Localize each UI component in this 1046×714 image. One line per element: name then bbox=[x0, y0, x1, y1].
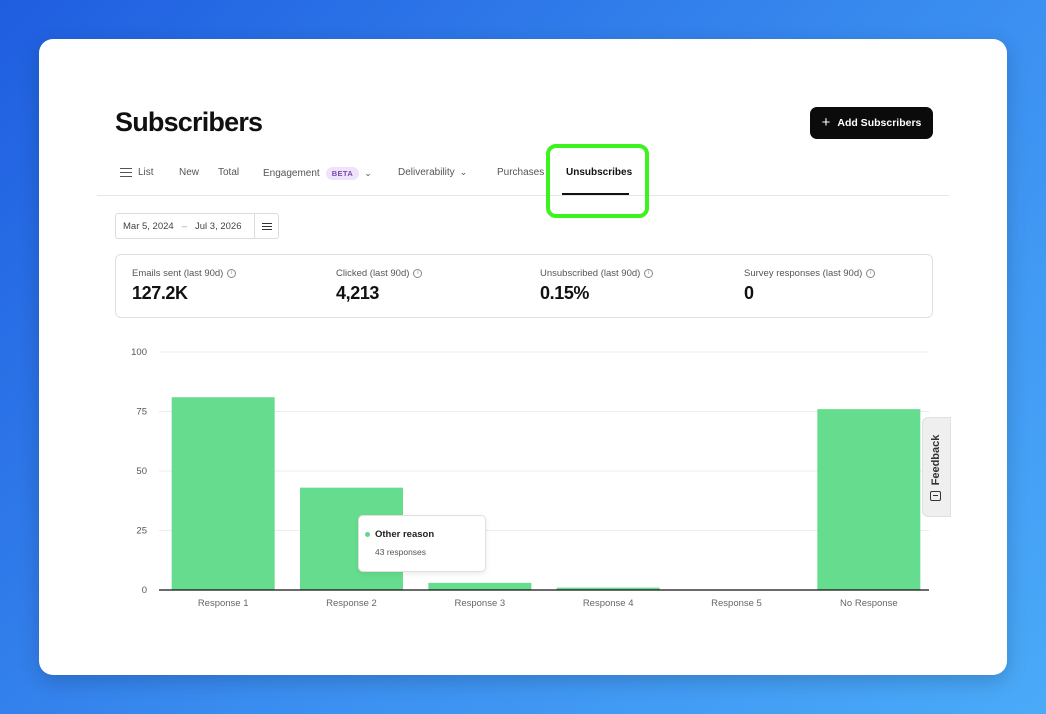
stat-clicked: Clicked (last 90d) i 4,213 bbox=[336, 268, 423, 304]
page-title: Subscribers bbox=[115, 107, 263, 137]
chart-bar bbox=[171, 397, 275, 590]
chart-bar bbox=[428, 582, 532, 590]
stat-value: 4,213 bbox=[336, 283, 380, 303]
tab-deliverability[interactable]: Deliverability ⌄ bbox=[398, 167, 467, 178]
stat-label: Emails sent (last 90d) bbox=[132, 268, 224, 279]
tab-engagement-label: Engagement bbox=[263, 168, 320, 179]
chart-bar bbox=[556, 587, 660, 590]
stat-unsubscribed: Unsubscribed (last 90d) i 0.15% bbox=[540, 268, 654, 304]
tab-list-label: List bbox=[138, 167, 154, 178]
tab-deliverability-label: Deliverability bbox=[398, 167, 455, 178]
date-menu-button[interactable] bbox=[254, 214, 278, 238]
feedback-tab[interactable]: Feedback bbox=[922, 417, 951, 517]
stat-value: 0.15% bbox=[540, 283, 590, 303]
date-range-field[interactable]: Mar 5, 2024 – Jul 3, 2026 bbox=[116, 214, 254, 238]
date-range-picker[interactable]: Mar 5, 2024 – Jul 3, 2026 bbox=[115, 213, 279, 239]
info-icon[interactable]: i bbox=[644, 269, 654, 278]
stat-value: 127.2K bbox=[132, 283, 188, 303]
info-icon[interactable]: i bbox=[866, 269, 876, 278]
tab-bar: List New Total Engagement BETA ⌄ Deliver… bbox=[97, 147, 949, 196]
x-tick-label: Response 2 bbox=[326, 598, 377, 609]
chevron-down-icon: ⌄ bbox=[364, 168, 372, 178]
x-tick-label: Response 4 bbox=[583, 598, 634, 609]
x-tick-label: No Response bbox=[840, 598, 898, 609]
y-tick-label: 100 bbox=[131, 347, 147, 358]
chart-tooltip: Other reason 43 responses bbox=[358, 515, 486, 572]
tab-new-label: New bbox=[179, 167, 200, 178]
highlight-box bbox=[546, 144, 649, 218]
tab-purchases[interactable]: Purchases bbox=[497, 167, 544, 178]
tooltip-name: Other reason bbox=[375, 529, 435, 540]
feedback-label: Feedback bbox=[930, 434, 942, 486]
tab-unsubscribes-label: Unsubscribes bbox=[566, 167, 633, 178]
beta-badge: BETA bbox=[325, 167, 360, 180]
tab-total[interactable]: Total bbox=[218, 167, 239, 178]
chart-bar bbox=[817, 409, 921, 590]
info-icon[interactable]: i bbox=[227, 269, 237, 278]
tab-unsubscribes[interactable]: Unsubscribes bbox=[566, 167, 632, 178]
x-tick-label: Response 5 bbox=[711, 598, 762, 609]
stat-label: Unsubscribed (last 90d) bbox=[540, 268, 641, 279]
stat-emails-sent: Emails sent (last 90d) i 127.2K bbox=[132, 268, 237, 304]
unsubscribe-reasons-chart: 0 25 50 75 100 Response 1 Response 2 Response 3… bbox=[131, 347, 929, 609]
tooltip-value: 43 responses bbox=[375, 547, 427, 557]
y-tick-label: 25 bbox=[136, 526, 147, 537]
y-tick-label: 0 bbox=[142, 585, 147, 596]
tab-new[interactable]: New bbox=[179, 167, 199, 178]
date-end: Jul 3, 2026 bbox=[195, 220, 242, 232]
series-dot bbox=[365, 532, 370, 537]
list-icon bbox=[120, 167, 132, 178]
active-tab-indicator bbox=[562, 193, 629, 195]
tab-engagement[interactable]: Engagement BETA ⌄ bbox=[263, 167, 372, 180]
add-subscribers-label: Add Subscribers bbox=[837, 117, 922, 129]
tab-purchases-label: Purchases bbox=[497, 167, 545, 178]
y-tick-label: 75 bbox=[136, 407, 147, 418]
stats-panel: Emails sent (last 90d) i 127.2K Clicked (… bbox=[115, 254, 933, 318]
chat-icon bbox=[930, 491, 941, 501]
date-start: Mar 5, 2024 bbox=[123, 220, 174, 232]
date-separator: – bbox=[181, 220, 187, 232]
stat-survey-responses: Survey responses (last 90d) i 0 bbox=[744, 268, 876, 304]
y-tick-label: 50 bbox=[136, 466, 147, 477]
x-tick-label: Response 1 bbox=[198, 598, 249, 609]
plus-icon: + bbox=[821, 113, 831, 131]
stat-label: Clicked (last 90d) bbox=[336, 268, 410, 279]
add-subscribers-button[interactable]: + Add Subscribers bbox=[810, 107, 933, 139]
chevron-down-icon: ⌄ bbox=[459, 167, 468, 177]
menu-icon bbox=[261, 222, 272, 230]
tab-total-label: Total bbox=[218, 167, 240, 178]
stat-label: Survey responses (last 90d) bbox=[744, 268, 863, 279]
x-tick-label: Response 3 bbox=[454, 598, 505, 609]
info-icon[interactable]: i bbox=[413, 269, 423, 278]
stat-value: 0 bbox=[744, 283, 754, 303]
tab-list[interactable]: List bbox=[120, 167, 154, 178]
main-card: Subscribers + Add Subscribers List New T… bbox=[39, 39, 1007, 675]
